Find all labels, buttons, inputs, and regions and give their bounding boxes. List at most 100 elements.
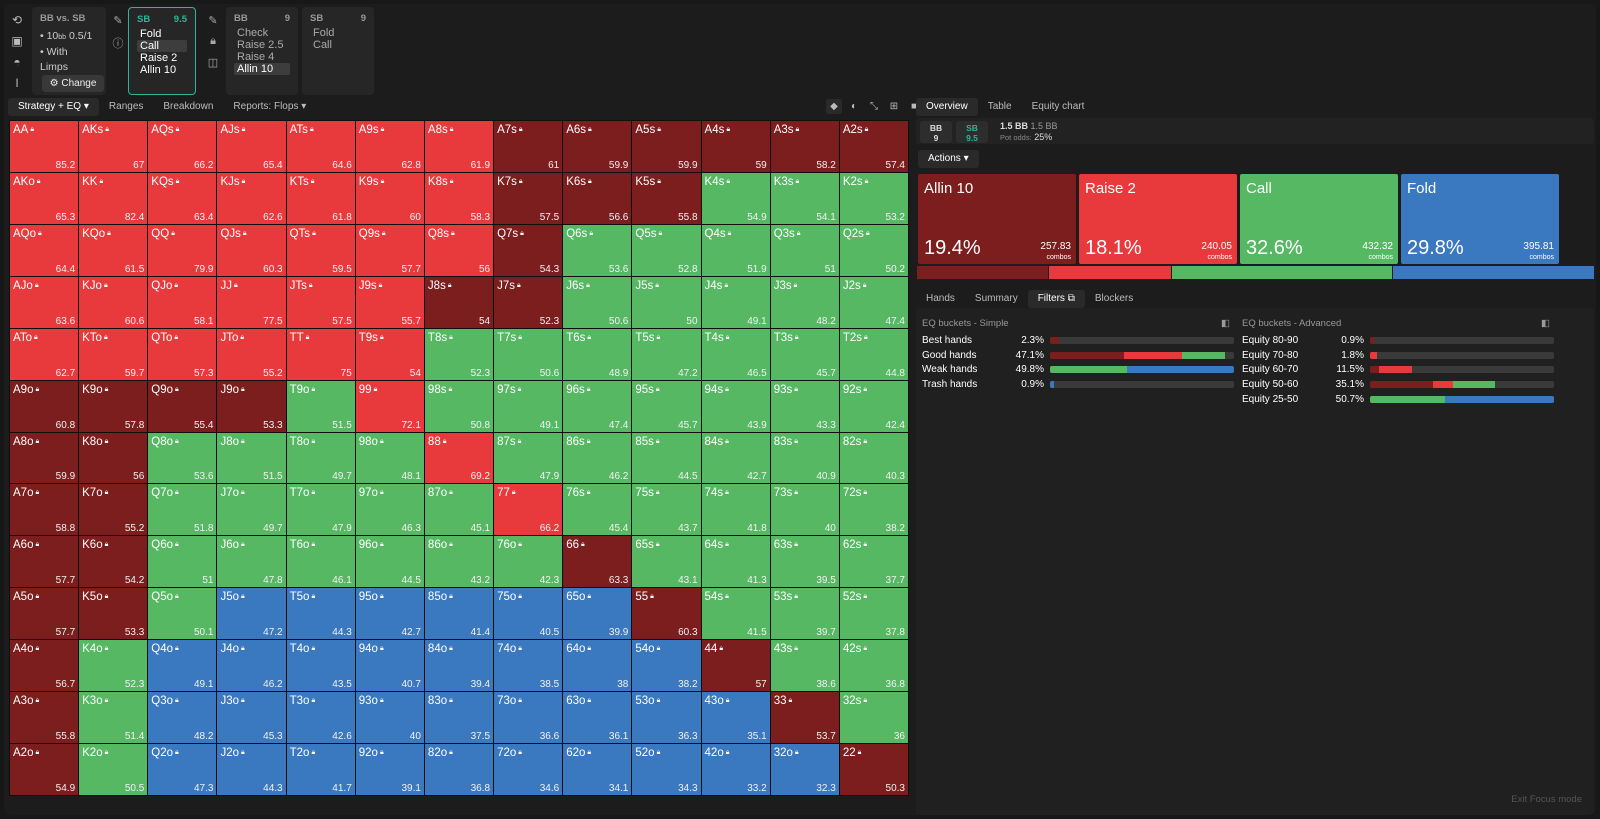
- hand-cell[interactable]: 54o 🔒︎ 38.2: [632, 640, 701, 692]
- hand-cell[interactable]: 53o 🔒︎ 36.3: [632, 692, 701, 744]
- hand-cell[interactable]: T3s 🔒︎ 45.7: [770, 328, 839, 380]
- tab-filters[interactable]: Filters ⧉: [1027, 290, 1085, 308]
- hand-cell[interactable]: A9o 🔒︎ 60.8: [10, 380, 79, 432]
- exit-focus-mode[interactable]: Exit Focus mode: [1511, 794, 1582, 805]
- hand-cell[interactable]: 52s 🔒︎ 37.8: [839, 588, 908, 640]
- hand-cell[interactable]: 99 🔒︎ 72.1: [355, 380, 424, 432]
- hand-cell[interactable]: J8o 🔒︎ 51.5: [217, 432, 286, 484]
- hand-cell[interactable]: ATo 🔒︎ 62.7: [10, 328, 79, 380]
- hand-cell[interactable]: K5s 🔒︎ 55.8: [632, 172, 701, 224]
- hand-cell[interactable]: J6o 🔒︎ 47.8: [217, 536, 286, 588]
- node-action[interactable]: Raise 4: [237, 51, 275, 63]
- hand-cell[interactable]: A3s 🔒︎ 58.2: [770, 121, 839, 172]
- hand-cell[interactable]: J5o 🔒︎ 47.2: [217, 588, 286, 640]
- hand-cell[interactable]: Q8o 🔒︎ 53.6: [148, 432, 217, 484]
- hand-cell[interactable]: 43o 🔒︎ 35.1: [701, 692, 770, 744]
- square-icon[interactable]: ■: [910, 101, 918, 112]
- hand-cell[interactable]: K2o 🔒︎ 50.5: [79, 744, 148, 795]
- hand-cell[interactable]: 62s 🔒︎ 37.7: [839, 536, 908, 588]
- hand-cell[interactable]: QTo 🔒︎ 57.3: [148, 328, 217, 380]
- hand-cell[interactable]: 87o 🔒︎ 45.1: [424, 484, 494, 536]
- action-box[interactable]: Fold 29.8% 395.81 combos: [1401, 174, 1559, 264]
- tab-summary[interactable]: Summary: [974, 293, 1018, 304]
- reset-icon[interactable]: ⟲: [11, 13, 23, 27]
- node-action[interactable]: Raise 2: [140, 52, 178, 64]
- text-cursor-icon[interactable]: I: [15, 76, 19, 90]
- hand-cell[interactable]: 95s 🔒︎ 45.7: [632, 380, 701, 432]
- action-box[interactable]: Raise 2 18.1% 240.05 combos: [1079, 174, 1237, 264]
- hand-cell[interactable]: 43s 🔒︎ 38.6: [770, 640, 839, 692]
- expand-icon[interactable]: ⤡: [870, 101, 878, 112]
- hand-cell[interactable]: Q3o 🔒︎ 48.2: [148, 692, 217, 744]
- hand-cell[interactable]: 76o 🔒︎ 42.3: [494, 536, 563, 588]
- hand-cell[interactable]: A5o 🔒︎ 57.7: [10, 588, 79, 640]
- tab-strategy[interactable]: Strategy + EQ ▾: [8, 98, 99, 116]
- tab-table[interactable]: Table: [987, 101, 1012, 112]
- hand-cell[interactable]: 62o 🔒︎ 34.1: [563, 744, 632, 795]
- hand-cell[interactable]: AKs 🔒︎ 67: [79, 121, 148, 172]
- hand-cell[interactable]: QQ 🔒︎ 79.9: [148, 224, 217, 276]
- hand-cell[interactable]: 76s 🔒︎ 45.4: [563, 484, 632, 536]
- hand-cell[interactable]: TT 🔒︎ 75: [286, 328, 355, 380]
- hand-cell[interactable]: A5s 🔒︎ 59.9: [632, 121, 701, 172]
- node-action[interactable]: Call: [137, 40, 187, 52]
- hand-cell[interactable]: 92s 🔒︎ 42.4: [839, 380, 908, 432]
- hand-cell[interactable]: 32s 🔒︎ 36: [839, 692, 908, 744]
- hand-cell[interactable]: 53s 🔒︎ 39.7: [770, 588, 839, 640]
- hand-cell[interactable]: 88 🔒︎ 69.2: [424, 432, 494, 484]
- node-action[interactable]: Call: [313, 39, 332, 51]
- bucket-row[interactable]: Equity 80-90 0.9%: [1242, 333, 1554, 348]
- hand-cell[interactable]: K5o 🔒︎ 53.3: [79, 588, 148, 640]
- hand-cell[interactable]: KJs 🔒︎ 62.6: [217, 172, 286, 224]
- hand-cell[interactable]: T4s 🔒︎ 46.5: [701, 328, 770, 380]
- hand-cell[interactable]: 44 🔒︎ 57: [701, 640, 770, 692]
- tab-hands[interactable]: Hands: [926, 293, 955, 304]
- hand-cell[interactable]: T3o 🔒︎ 42.6: [286, 692, 355, 744]
- tab-blockers[interactable]: Blockers: [1094, 293, 1134, 304]
- hand-cell[interactable]: Q2s 🔒︎ 50.2: [839, 224, 908, 276]
- hand-cell[interactable]: K9o 🔒︎ 57.8: [79, 380, 148, 432]
- change-button[interactable]: ⚙ Change: [42, 75, 104, 92]
- bucket-row[interactable]: Trash hands 0.9%: [922, 377, 1234, 392]
- hand-cell[interactable]: J4o 🔒︎ 46.2: [217, 640, 286, 692]
- hand-cell[interactable]: 98o 🔒︎ 48.1: [355, 432, 424, 484]
- hand-cell[interactable]: JTs 🔒︎ 57.5: [286, 276, 355, 328]
- hand-cell[interactable]: J2s 🔒︎ 47.4: [839, 276, 908, 328]
- hand-cell[interactable]: 74o 🔒︎ 38.5: [494, 640, 563, 692]
- hand-cell[interactable]: J3s 🔒︎ 48.2: [770, 276, 839, 328]
- hand-cell[interactable]: Q5o 🔒︎ 50.1: [148, 588, 217, 640]
- bucket-row[interactable]: Weak hands 49.8%: [922, 363, 1234, 378]
- hand-cell[interactable]: AJo 🔒︎ 63.6: [10, 276, 79, 328]
- hand-cell[interactable]: K6s 🔒︎ 56.6: [563, 172, 632, 224]
- tab-reports[interactable]: Reports: Flops ▾: [223, 98, 316, 116]
- hand-cell[interactable]: J8s 🔒︎ 54: [424, 276, 494, 328]
- hand-cell[interactable]: 87s 🔒︎ 47.9: [494, 432, 563, 484]
- hand-cell[interactable]: J9s 🔒︎ 55.7: [355, 276, 424, 328]
- hand-cell[interactable]: 94o 🔒︎ 40.7: [355, 640, 424, 692]
- hand-cell[interactable]: J6s 🔒︎ 50.6: [563, 276, 632, 328]
- hand-cell[interactable]: 75s 🔒︎ 43.7: [632, 484, 701, 536]
- hand-cell[interactable]: 64o 🔒︎ 38: [563, 640, 632, 692]
- action-box[interactable]: Allin 10 19.4% 257.83 combos: [918, 174, 1076, 264]
- hand-cell[interactable]: A4o 🔒︎ 56.7: [10, 640, 79, 692]
- hand-cell[interactable]: A7s 🔒︎ 61: [494, 121, 563, 172]
- hand-cell[interactable]: AKo 🔒︎ 65.3: [10, 172, 79, 224]
- hand-cell[interactable]: 65o 🔒︎ 39.9: [563, 588, 632, 640]
- hand-cell[interactable]: A3o 🔒︎ 55.8: [10, 692, 79, 744]
- hand-cell[interactable]: 97o 🔒︎ 46.3: [355, 484, 424, 536]
- hand-cell[interactable]: 96s 🔒︎ 47.4: [563, 380, 632, 432]
- hand-cell[interactable]: K6o 🔒︎ 54.2: [79, 536, 148, 588]
- hand-cell[interactable]: 86s 🔒︎ 46.2: [563, 432, 632, 484]
- node-action[interactable]: Allin 10: [234, 63, 290, 75]
- hand-cell[interactable]: ATs 🔒︎ 64.6: [286, 121, 355, 172]
- hand-cell[interactable]: T2s 🔒︎ 44.8: [839, 328, 908, 380]
- hand-cell[interactable]: A9s 🔒︎ 62.8: [355, 121, 424, 172]
- hand-cell[interactable]: 93s 🔒︎ 43.3: [770, 380, 839, 432]
- hand-cell[interactable]: K7s 🔒︎ 57.5: [494, 172, 563, 224]
- hand-cell[interactable]: A8s 🔒︎ 61.9: [424, 121, 494, 172]
- hand-cell[interactable]: AJs 🔒︎ 65.4: [217, 121, 286, 172]
- hand-cell[interactable]: QJs 🔒︎ 60.3: [217, 224, 286, 276]
- hand-cell[interactable]: 77 🔒︎ 66.2: [494, 484, 563, 536]
- hand-cell[interactable]: 86o 🔒︎ 43.2: [424, 536, 494, 588]
- hand-cell[interactable]: KQs 🔒︎ 63.4: [148, 172, 217, 224]
